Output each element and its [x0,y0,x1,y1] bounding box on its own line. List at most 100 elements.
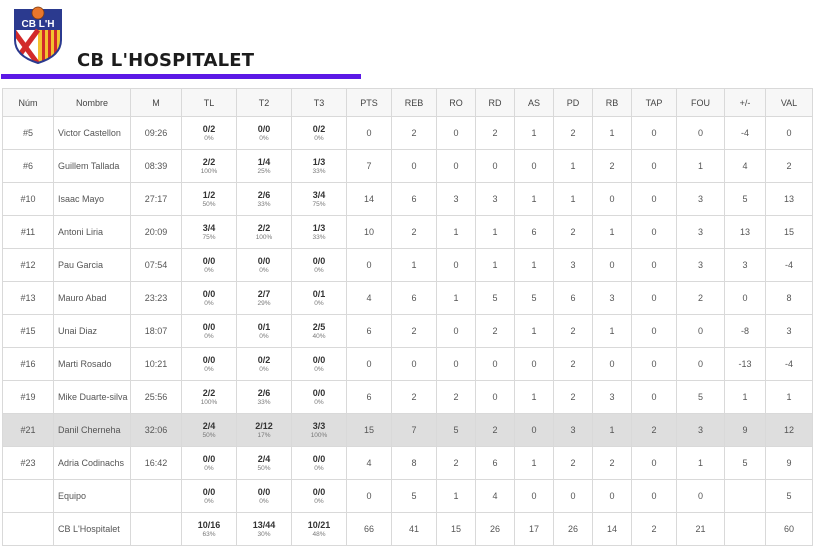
cell-fou: 1 [676,446,725,480]
tl-made-attempted: 0/0 [202,289,216,299]
column-header[interactable]: REB [391,88,437,117]
cell-t2: 13/44 30% [236,512,292,546]
column-header[interactable]: T2 [236,88,292,117]
player-name[interactable]: Marti Rosado [53,347,131,381]
t3-percentage: 40% [312,333,326,340]
column-header[interactable]: AS [514,88,554,117]
player-name[interactable]: Unai Diaz [53,314,131,348]
column-header[interactable]: PTS [346,88,392,117]
cell-tl: 10/16 63% [181,512,237,546]
cell-t3: 0/2 0% [291,116,347,150]
player-name[interactable]: Mike Duarte-silva [53,380,131,414]
cell-reb: 41 [391,512,437,546]
column-header[interactable]: RD [475,88,515,117]
cell-rd: 3 [475,182,515,216]
cell-pts: 10 [346,215,392,249]
t3-made-attempted: 3/4 [312,190,326,200]
t2-percentage: 33% [257,201,271,208]
t2-percentage: 0% [259,498,269,505]
column-header[interactable]: M [130,88,182,117]
cell-as: 6 [514,215,554,249]
cell-t2: 2/6 33% [236,182,292,216]
cell-val: 2 [765,149,813,183]
cell-fou: 1 [676,149,725,183]
player-name[interactable]: Equipo [53,479,131,513]
cell-t2: 2/2 100% [236,215,292,249]
cell-rd: 1 [475,215,515,249]
table-row: #12 Pau Garcia 07:54 0/0 0% 0/0 0% 0/0 0% 0 1 0 1 1 3 0… [2,248,813,282]
tl-percentage: 0% [204,135,214,142]
tl-made-attempted: 0/2 [202,124,216,134]
player-name[interactable]: Danil Cherneha [53,413,131,447]
cell-pm: 9 [724,413,766,447]
cell-num: #16 [2,347,54,381]
cell-num: #6 [2,149,54,183]
cell-rb: 0 [592,347,632,381]
player-name[interactable]: Antoni Liria [53,215,131,249]
t3-made-attempted: 1/3 [312,157,326,167]
column-header[interactable]: VAL [765,88,813,117]
cell-min: 23:23 [130,281,182,315]
player-name[interactable]: CB L'Hospitalet [53,512,131,546]
column-header[interactable]: +/- [724,88,766,117]
cell-tap: 0 [631,149,677,183]
t2-percentage: 17% [257,432,271,439]
player-name[interactable]: Pau Garcia [53,248,131,282]
column-header[interactable]: T3 [291,88,347,117]
player-name[interactable]: Mauro Abad [53,281,131,315]
cell-as: 0 [514,413,554,447]
column-header[interactable]: RO [436,88,476,117]
column-header[interactable]: FOU [676,88,725,117]
column-header[interactable]: TL [181,88,237,117]
cell-min: 09:26 [130,116,182,150]
cell-pm: 3 [724,248,766,282]
cell-ro: 1 [436,479,476,513]
t2-percentage: 0% [259,333,269,340]
t2-made-attempted: 0/2 [257,355,271,365]
t3-percentage: 0% [314,399,324,406]
cell-pd: 26 [553,512,593,546]
cell-min: 07:54 [130,248,182,282]
cell-tl: 0/0 0% [181,248,237,282]
column-header[interactable]: PD [553,88,593,117]
cell-pm [724,479,766,513]
player-name[interactable]: Victor Castellon [53,116,131,150]
cell-reb: 2 [391,380,437,414]
cell-val: -4 [765,248,813,282]
cell-ro: 0 [436,149,476,183]
tl-made-attempted: 0/0 [202,256,216,266]
t3-percentage: 0% [314,135,324,142]
cell-tap: 2 [631,413,677,447]
t3-made-attempted: 0/0 [312,454,326,464]
column-header[interactable]: Núm [2,88,54,117]
cell-min: 10:21 [130,347,182,381]
cell-min [130,512,182,546]
cell-tap: 0 [631,182,677,216]
cell-tap: 0 [631,248,677,282]
cell-pts: 15 [346,413,392,447]
cell-pd: 2 [553,347,593,381]
table-row: Equipo 0/0 0% 0/0 0% 0/0 0% 0 5 1 4 0 0 0 0 0 5 [2,479,813,513]
player-name[interactable]: Isaac Mayo [53,182,131,216]
t2-percentage: 0% [259,366,269,373]
cell-rd: 0 [475,347,515,381]
t2-made-attempted: 0/0 [257,487,271,497]
column-header[interactable]: RB [592,88,632,117]
cell-val: 15 [765,215,813,249]
cell-pts: 0 [346,347,392,381]
cell-as: 17 [514,512,554,546]
cell-pd: 3 [553,413,593,447]
column-header[interactable]: Nombre [53,88,131,117]
column-header[interactable]: TAP [631,88,677,117]
t3-made-attempted: 0/0 [312,355,326,365]
cell-as: 0 [514,149,554,183]
t2-percentage: 33% [257,399,271,406]
tl-percentage: 50% [202,201,216,208]
cell-t2: 2/12 17% [236,413,292,447]
player-name[interactable]: Adria Codinachs [53,446,131,480]
cell-tl: 0/0 0% [181,314,237,348]
cell-t3: 0/0 0% [291,347,347,381]
tl-percentage: 0% [204,267,214,274]
player-name[interactable]: Guillem Tallada [53,149,131,183]
cell-reb: 6 [391,182,437,216]
